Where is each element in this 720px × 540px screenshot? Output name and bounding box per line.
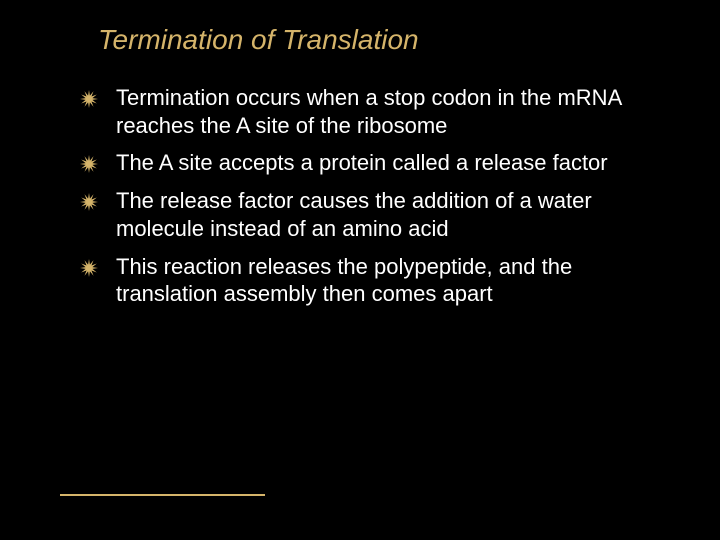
bullet-text: The A site accepts a protein called a re… xyxy=(116,150,608,175)
bullet-list: Termination occurs when a stop codon in … xyxy=(50,84,670,308)
list-item: This reaction releases the polypeptide, … xyxy=(80,253,670,308)
starburst-icon xyxy=(80,152,98,170)
starburst-icon xyxy=(80,87,98,105)
bullet-text: Termination occurs when a stop codon in … xyxy=(116,85,621,138)
list-item: The release factor causes the addition o… xyxy=(80,187,670,242)
bullet-text: The release factor causes the addition o… xyxy=(116,188,592,241)
list-item: The A site accepts a protein called a re… xyxy=(80,149,670,177)
starburst-icon xyxy=(80,190,98,208)
divider-line xyxy=(60,494,265,496)
slide-container: Termination of Translation Termination o… xyxy=(0,0,720,540)
starburst-icon xyxy=(80,256,98,274)
list-item: Termination occurs when a stop codon in … xyxy=(80,84,670,139)
bullet-text: This reaction releases the polypeptide, … xyxy=(116,254,572,307)
slide-title: Termination of Translation xyxy=(98,24,670,56)
